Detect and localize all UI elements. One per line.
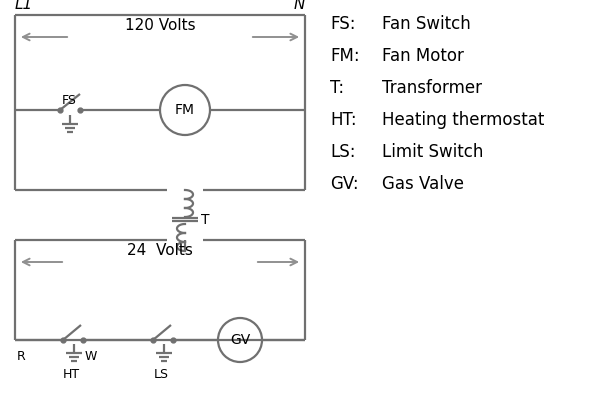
- Text: LS:: LS:: [330, 143, 356, 161]
- Text: T: T: [201, 213, 209, 227]
- Text: GV:: GV:: [330, 175, 359, 193]
- Text: Transformer: Transformer: [382, 79, 482, 97]
- Text: W: W: [85, 350, 97, 363]
- Text: LS: LS: [153, 368, 169, 381]
- Text: FM:: FM:: [330, 47, 360, 65]
- Text: GV: GV: [230, 333, 250, 347]
- Text: Heating thermostat: Heating thermostat: [382, 111, 545, 129]
- Text: T:: T:: [330, 79, 344, 97]
- Text: Limit Switch: Limit Switch: [382, 143, 483, 161]
- Text: 120 Volts: 120 Volts: [124, 18, 195, 33]
- Text: FM: FM: [175, 103, 195, 117]
- Text: HT: HT: [63, 368, 80, 381]
- Text: 24  Volts: 24 Volts: [127, 243, 193, 258]
- Text: L1: L1: [15, 0, 33, 12]
- Text: FS: FS: [62, 94, 77, 107]
- Text: FS:: FS:: [330, 15, 356, 33]
- Text: N: N: [294, 0, 305, 12]
- Text: Fan Motor: Fan Motor: [382, 47, 464, 65]
- Text: R: R: [17, 350, 26, 363]
- Text: Gas Valve: Gas Valve: [382, 175, 464, 193]
- Text: Fan Switch: Fan Switch: [382, 15, 471, 33]
- Text: HT:: HT:: [330, 111, 356, 129]
